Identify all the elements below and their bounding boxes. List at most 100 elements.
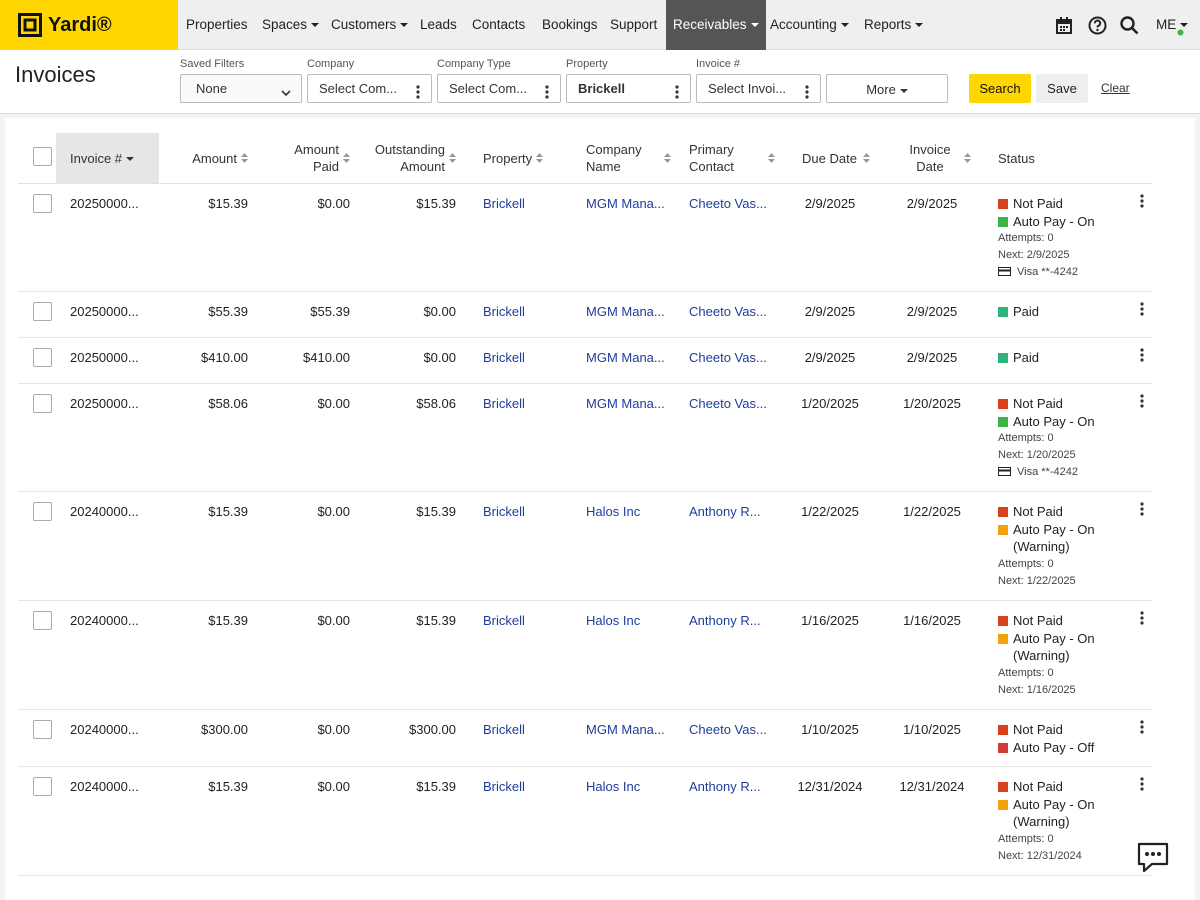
link-cell[interactable]: Cheeto Vas...: [689, 304, 767, 319]
cell: $15.39: [416, 196, 456, 211]
row-menu[interactable]: [1139, 394, 1145, 411]
link-cell[interactable]: MGM Mana...: [586, 722, 665, 737]
status-swatch: [998, 782, 1008, 792]
invoice-row: 20240000... $300.00 $0.00 $300.00 Brickell MG…: [18, 710, 1152, 767]
sort-icon: [964, 153, 971, 163]
row-checkbox[interactable]: [33, 194, 52, 213]
nav-item[interactable]: Spaces: [255, 0, 326, 50]
row-menu[interactable]: [1139, 611, 1145, 628]
column-header[interactable]: Property: [483, 133, 573, 183]
column-header[interactable]: Amount: [168, 133, 248, 183]
nav-item[interactable]: Bookings: [535, 0, 605, 50]
select-all-checkbox[interactable]: [33, 147, 52, 166]
row-checkbox[interactable]: [33, 348, 52, 367]
link-cell[interactable]: Brickell: [483, 350, 525, 365]
nav-item[interactable]: Receivables: [666, 0, 766, 50]
link-cell[interactable]: Cheeto Vas...: [689, 396, 767, 411]
filter-input[interactable]: Select Com...: [307, 74, 432, 103]
row-menu[interactable]: [1139, 194, 1145, 211]
link-cell[interactable]: Brickell: [483, 196, 525, 211]
nav-item[interactable]: Customers: [324, 0, 415, 50]
cell: 2/9/2025: [804, 304, 856, 319]
row-checkbox[interactable]: [33, 720, 52, 739]
icon: [1140, 502, 1144, 516]
cell: 12/31/2024: [797, 779, 863, 794]
filter-input[interactable]: Select Com...: [437, 74, 561, 103]
filter-input[interactable]: Select Invoi...: [696, 74, 821, 103]
icon: [675, 85, 679, 99]
status-line: Auto Pay - On: [998, 413, 1106, 431]
link-cell[interactable]: Halos Inc: [586, 779, 641, 794]
link-cell[interactable]: Brickell: [483, 722, 525, 737]
nav-item[interactable]: Contacts: [465, 0, 532, 50]
link-cell[interactable]: Anthony R...: [689, 613, 761, 628]
status-detail: Next: 1/20/2025: [998, 449, 1076, 461]
filter-icon: [674, 81, 680, 108]
nav-item[interactable]: Properties: [179, 0, 255, 50]
status-swatch: [998, 307, 1008, 317]
row-menu[interactable]: [1139, 502, 1145, 519]
row-checkbox[interactable]: [33, 394, 52, 413]
link-cell[interactable]: MGM Mana...: [586, 350, 665, 365]
link-cell[interactable]: Cheeto Vas...: [689, 350, 767, 365]
search-icon[interactable]: [1120, 16, 1139, 35]
nav-item[interactable]: Support: [603, 0, 664, 50]
link-cell[interactable]: Brickell: [483, 504, 525, 519]
column-header[interactable]: Due Date: [790, 133, 870, 183]
column-header[interactable]: Invoice Date: [893, 133, 971, 183]
link-cell[interactable]: Anthony R...: [689, 779, 761, 794]
status-detail: Next: 1/16/2025: [998, 683, 1076, 696]
column-header[interactable]: Primary Contact: [689, 133, 775, 183]
row-checkbox[interactable]: [33, 777, 52, 796]
logo[interactable]: Yardi® Kube™: [0, 0, 178, 86]
link-cell[interactable]: Cheeto Vas...: [689, 722, 767, 737]
link-cell[interactable]: Cheeto Vas...: [689, 196, 767, 211]
calendar-icon[interactable]: [1056, 17, 1072, 34]
help-icon[interactable]: [1088, 16, 1107, 35]
column-header[interactable]: Outstanding Amount: [370, 133, 456, 183]
invoice-row: 20240000... $15.39 $0.00 $15.39 Brickell Halo…: [18, 492, 1152, 601]
chat-icon[interactable]: [1136, 842, 1170, 874]
status-line: Auto Pay - Off: [998, 739, 1106, 757]
row-checkbox[interactable]: [33, 302, 52, 321]
nav-item[interactable]: Reports: [857, 0, 930, 50]
row-menu[interactable]: [1139, 302, 1145, 319]
link-cell[interactable]: Brickell: [483, 779, 525, 794]
invoice-row: 20250000... $410.00 $410.00 $0.00 Brickell MG…: [18, 338, 1152, 384]
nav-item[interactable]: Accounting: [763, 0, 856, 50]
row-menu[interactable]: [1139, 348, 1145, 365]
nav-label: Support: [610, 17, 658, 32]
link-cell[interactable]: MGM Mana...: [586, 196, 665, 211]
row-checkbox[interactable]: [33, 502, 52, 521]
status-detail: Next: 1/22/2025: [998, 574, 1076, 587]
save-button[interactable]: Save: [1036, 74, 1088, 103]
cell: $15.39: [208, 196, 248, 211]
filter-value: Brickell: [578, 81, 625, 96]
search-button[interactable]: Search: [969, 74, 1031, 103]
link-cell[interactable]: Halos Inc: [586, 504, 641, 519]
link-cell[interactable]: Brickell: [483, 304, 525, 319]
row-checkbox[interactable]: [33, 611, 52, 630]
more-button[interactable]: More: [826, 74, 948, 103]
clear-link[interactable]: Clear: [1101, 81, 1130, 95]
column-header[interactable]: Company Name: [586, 133, 671, 183]
link-cell[interactable]: MGM Mana...: [586, 304, 665, 319]
link-cell[interactable]: MGM Mana...: [586, 396, 665, 411]
nav-label: Accounting: [770, 17, 849, 32]
column-header[interactable]: Invoice #: [70, 133, 160, 183]
filter-input[interactable]: Brickell: [566, 74, 691, 103]
column-header[interactable]: Amount Paid: [286, 133, 350, 183]
link-cell[interactable]: Brickell: [483, 613, 525, 628]
row-menu[interactable]: [1139, 720, 1145, 737]
user-menu[interactable]: ME: [1149, 0, 1195, 50]
sort-icon: [863, 153, 870, 163]
filter-input[interactable]: None: [180, 74, 302, 103]
row-menu[interactable]: [1139, 777, 1145, 794]
invoice-row: 20250000... $58.06 $0.00 $58.06 Brickell MGM …: [18, 384, 1152, 492]
link-cell[interactable]: Halos Inc: [586, 613, 641, 628]
status-line: Not Paid: [998, 195, 1106, 213]
link-cell[interactable]: Brickell: [483, 396, 525, 411]
nav-item[interactable]: Leads: [413, 0, 464, 50]
filter-label: Property: [566, 58, 608, 70]
link-cell[interactable]: Anthony R...: [689, 504, 761, 519]
